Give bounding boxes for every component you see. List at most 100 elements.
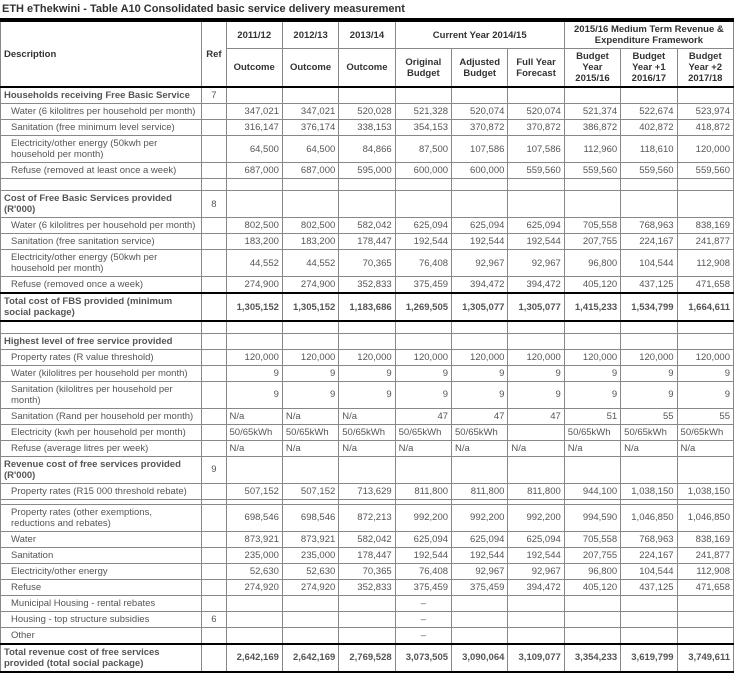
row-value: 224,167 <box>621 547 677 563</box>
row-value: 50/65kWh <box>339 424 395 440</box>
row-label: Households receiving Free Basic Service <box>1 87 202 104</box>
row-value: N/a <box>226 440 282 456</box>
row-value: 394,472 <box>452 277 508 294</box>
row-value: 120,000 <box>677 136 733 163</box>
row-value: 352,833 <box>339 277 395 294</box>
row-value: 183,200 <box>282 234 338 250</box>
row-value: 698,546 <box>282 504 338 531</box>
row-ref <box>202 424 226 440</box>
row-value: 1,305,152 <box>282 293 338 321</box>
row-value: 1,415,233 <box>564 293 620 321</box>
row-value <box>339 321 395 333</box>
row-value: 104,544 <box>621 563 677 579</box>
row-value: 471,658 <box>677 277 733 294</box>
row-label: Electricity/other energy <box>1 563 202 579</box>
row-value <box>564 191 620 218</box>
row-label: Sanitation (free sanitation service) <box>1 234 202 250</box>
row-value: N/a <box>395 440 451 456</box>
row-value: 338,153 <box>339 120 395 136</box>
row-value: 9 <box>282 365 338 381</box>
row-value: 9 <box>621 365 677 381</box>
row-value: 50/65kWh <box>395 424 451 440</box>
row-value: 559,560 <box>677 163 733 179</box>
row-value: 625,094 <box>508 218 564 234</box>
row-value: 9 <box>508 381 564 408</box>
row-value <box>677 191 733 218</box>
row-value: 370,872 <box>452 120 508 136</box>
row-value: 625,094 <box>395 531 451 547</box>
row-value: 838,169 <box>677 218 733 234</box>
row-value <box>282 87 338 104</box>
row-value: 520,074 <box>508 104 564 120</box>
row-label: Property rates (R value threshold) <box>1 349 202 365</box>
row-value: 3,109,077 <box>508 644 564 672</box>
row-value <box>452 191 508 218</box>
row-value: 375,459 <box>395 579 451 595</box>
hdr-adj: Adjusted Budget <box>452 49 508 88</box>
row-value <box>508 456 564 483</box>
row-value <box>508 333 564 349</box>
row-value: 47 <box>508 408 564 424</box>
row-value: 992,200 <box>508 504 564 531</box>
row-ref: 6 <box>202 611 226 627</box>
row-value: 92,967 <box>508 250 564 277</box>
row-value <box>621 191 677 218</box>
row-value <box>452 87 508 104</box>
row-value: 235,000 <box>226 547 282 563</box>
row-value: 192,544 <box>395 234 451 250</box>
row-ref <box>202 234 226 250</box>
row-value <box>395 333 451 349</box>
row-value: 55 <box>677 408 733 424</box>
row-value: 70,365 <box>339 250 395 277</box>
hdr-fy: Full Year Forecast <box>508 49 564 88</box>
row-label: Property rates (other exemptions, reduct… <box>1 504 202 531</box>
row-ref <box>202 163 226 179</box>
row-ref <box>202 218 226 234</box>
row-value <box>621 611 677 627</box>
row-value <box>677 87 733 104</box>
row-label: Refuse (removed once a week) <box>1 277 202 294</box>
row-value: 559,560 <box>508 163 564 179</box>
row-label: Sanitation (Rand per household per month… <box>1 408 202 424</box>
row-value <box>564 179 620 191</box>
row-ref <box>202 627 226 644</box>
row-value <box>621 179 677 191</box>
row-value <box>226 179 282 191</box>
row-ref <box>202 531 226 547</box>
row-value <box>621 321 677 333</box>
row-value: 241,877 <box>677 234 733 250</box>
row-value: 224,167 <box>621 234 677 250</box>
row-value <box>339 179 395 191</box>
row-ref <box>202 293 226 321</box>
hdr-y3: 2013/14 <box>339 21 395 49</box>
row-value <box>282 179 338 191</box>
row-value: 1,664,611 <box>677 293 733 321</box>
hdr-description: Description <box>1 21 202 87</box>
row-value: 2,642,169 <box>282 644 338 672</box>
row-value: 698,546 <box>226 504 282 531</box>
row-value <box>508 87 564 104</box>
row-value: 9 <box>621 381 677 408</box>
row-value: 52,630 <box>226 563 282 579</box>
row-value: 120,000 <box>564 349 620 365</box>
row-value: 370,872 <box>508 120 564 136</box>
row-value <box>564 87 620 104</box>
row-value <box>395 87 451 104</box>
row-value: 521,374 <box>564 104 620 120</box>
row-value: 768,963 <box>621 531 677 547</box>
row-value <box>508 191 564 218</box>
row-value: 120,000 <box>452 349 508 365</box>
row-value: 92,967 <box>452 563 508 579</box>
hdr-orig: Original Budget <box>395 49 451 88</box>
row-label: Property rates (R15 000 threshold rebate… <box>1 483 202 499</box>
row-label: Other <box>1 627 202 644</box>
row-value: 92,967 <box>452 250 508 277</box>
row-value <box>339 456 395 483</box>
row-value: 520,074 <box>452 104 508 120</box>
row-value: 471,658 <box>677 579 733 595</box>
row-value: 44,552 <box>226 250 282 277</box>
row-value: 375,459 <box>452 579 508 595</box>
row-value: 50/65kWh <box>564 424 620 440</box>
row-value: 92,967 <box>508 563 564 579</box>
row-value: N/a <box>282 440 338 456</box>
